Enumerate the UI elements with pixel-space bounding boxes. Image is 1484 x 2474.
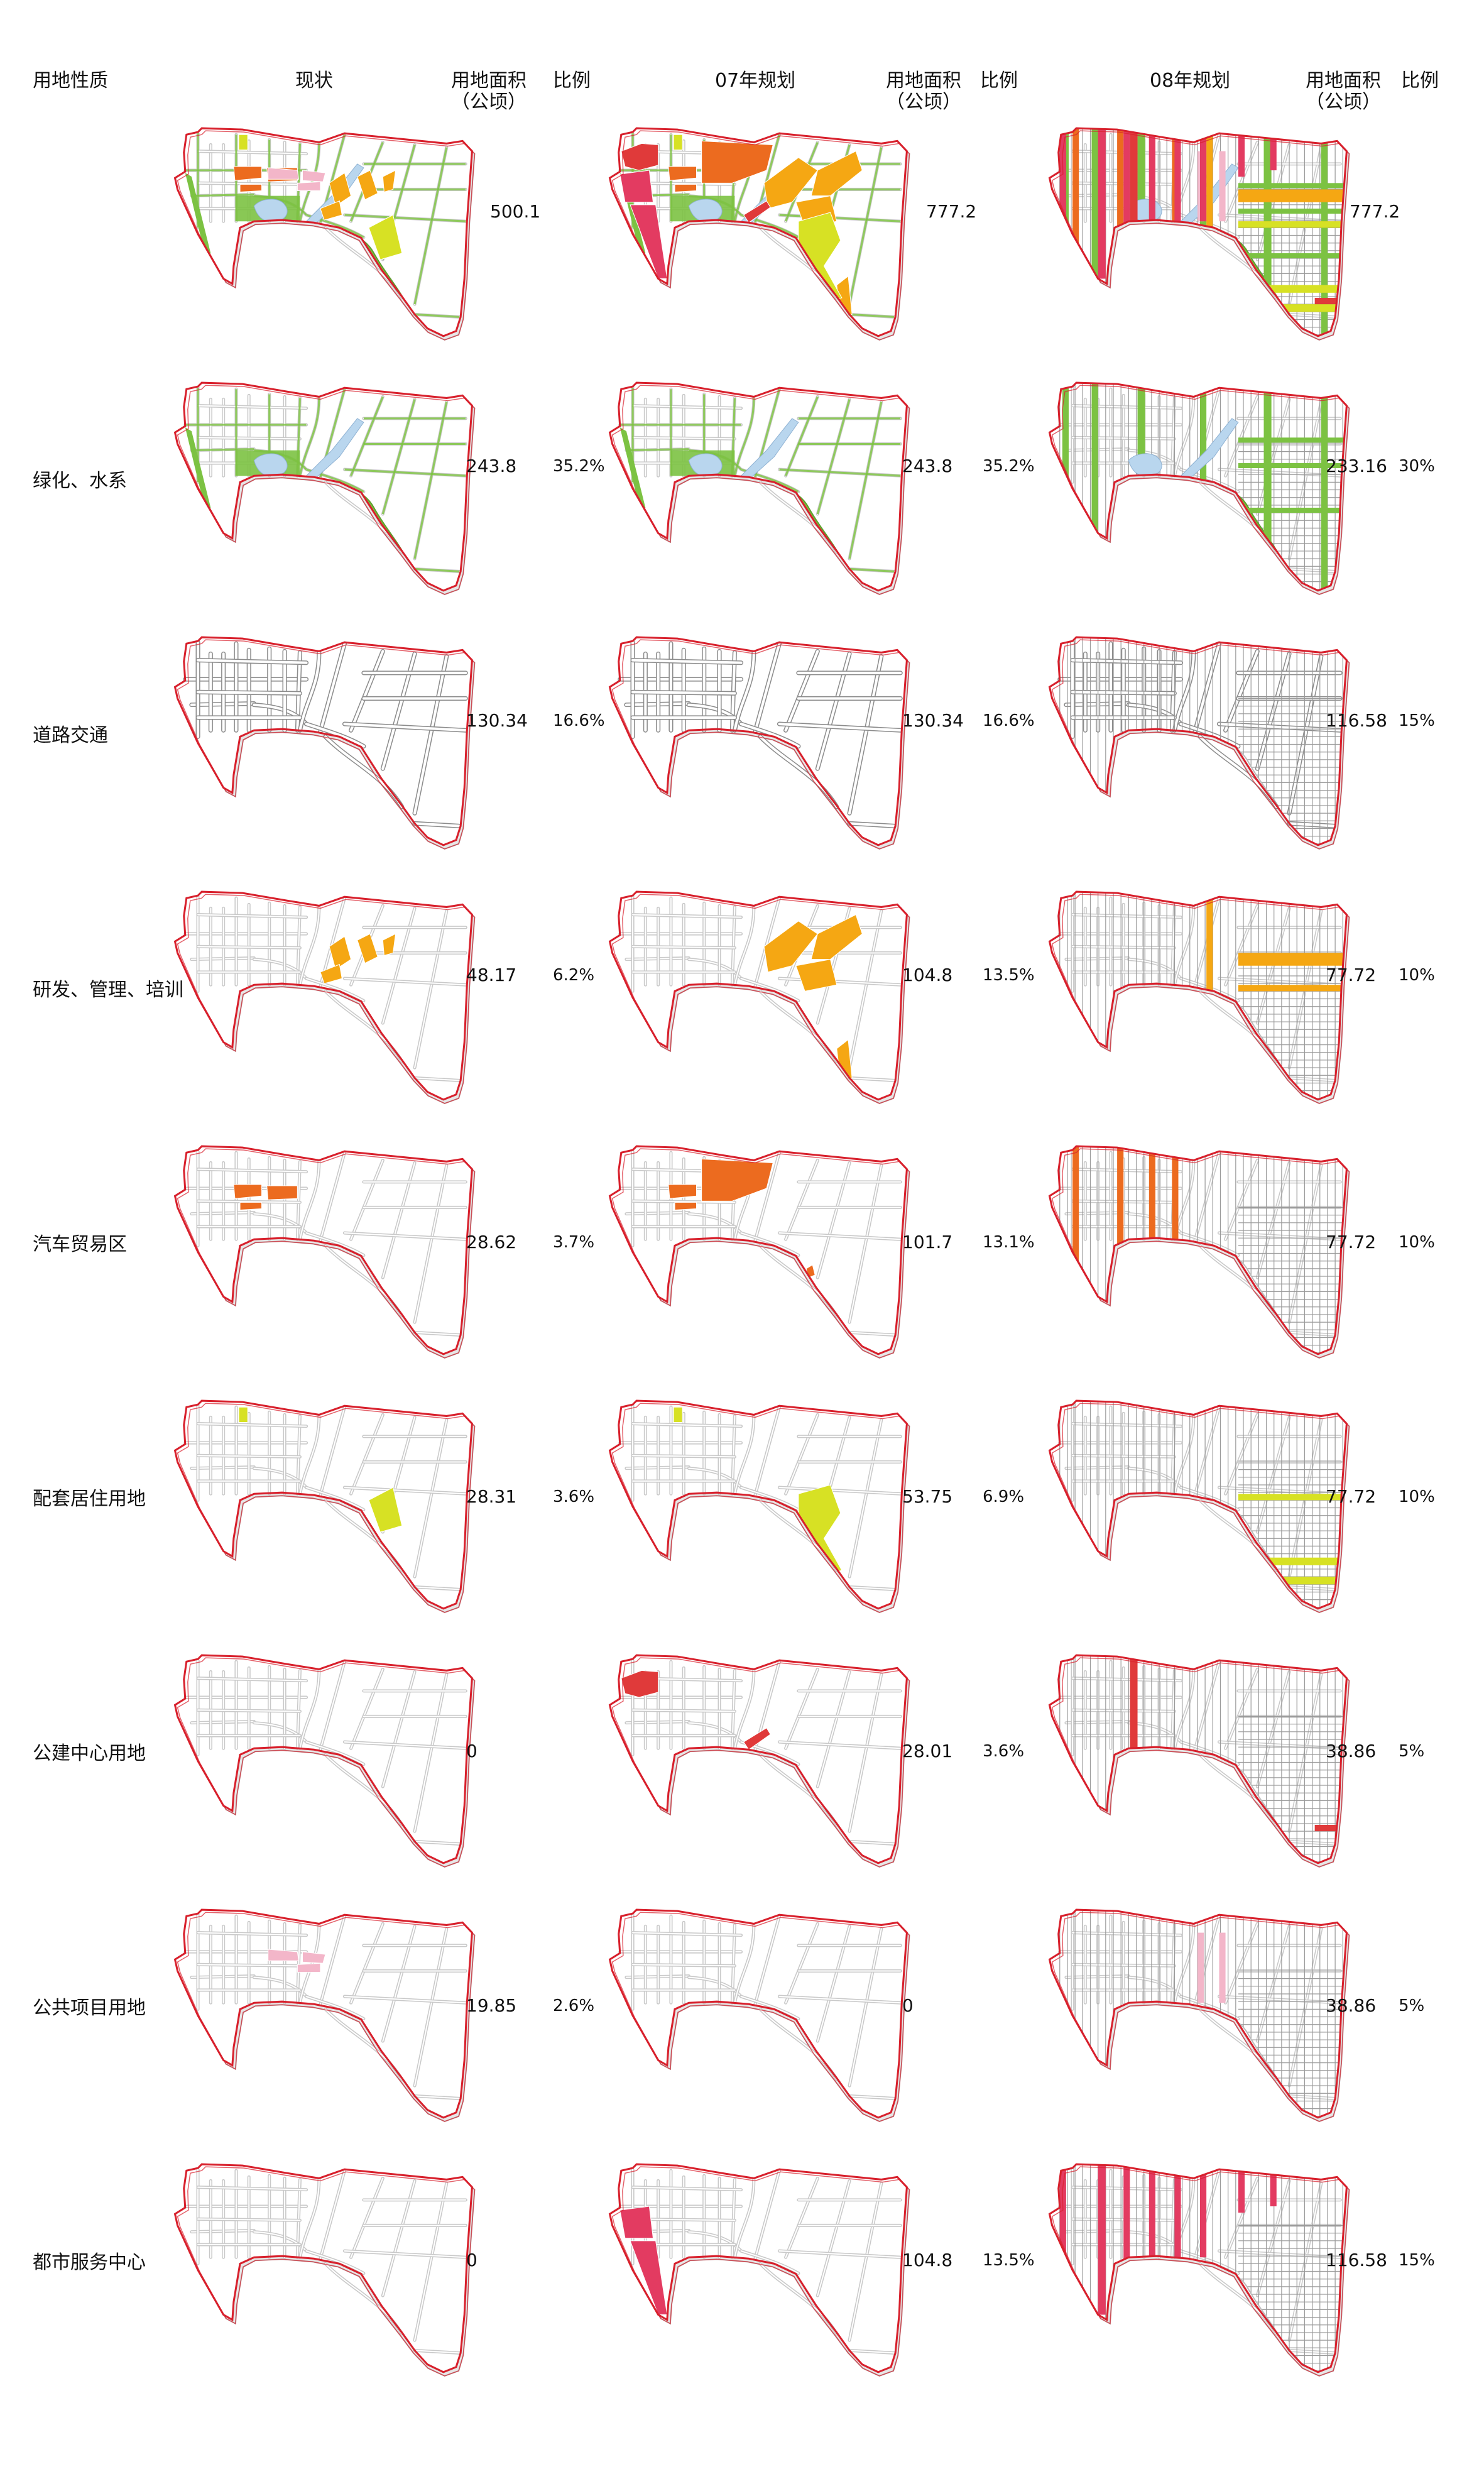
ratio-value-public_project-plan08: 5% bbox=[1399, 1996, 1425, 2015]
area-value-residential-plan08: 77.72 bbox=[1326, 1486, 1377, 1507]
map-road-plan07 bbox=[608, 636, 910, 850]
header-area-label: 用地面积 bbox=[886, 70, 961, 92]
ratio-value-auto-plan07: 13.1% bbox=[983, 1233, 1035, 1252]
header-area-unit: （公顷） bbox=[1306, 91, 1381, 113]
row-label-public_center: 公建中心用地 bbox=[33, 1743, 146, 1765]
ratio-value-residential-current: 3.6% bbox=[553, 1487, 595, 1506]
row-label-road: 道路交通 bbox=[33, 725, 108, 747]
area-value-auto-plan07: 101.7 bbox=[902, 1232, 953, 1252]
ratio-value-rnd-current: 6.2% bbox=[553, 966, 595, 985]
ratio-value-urban_service-plan08: 15% bbox=[1399, 2251, 1435, 2270]
area-value-rnd-current: 48.17 bbox=[466, 965, 517, 985]
ratio-value-rnd-plan07: 13.5% bbox=[983, 966, 1035, 985]
area-value-residential-current: 28.31 bbox=[466, 1486, 517, 1507]
map-road-current bbox=[173, 636, 476, 850]
row-label-public_project: 公共项目用地 bbox=[33, 1997, 146, 2019]
area-value-public_center-plan07: 28.01 bbox=[902, 1741, 953, 1761]
row-label-urban_service: 都市服务中心 bbox=[33, 2252, 146, 2274]
area-value-rnd-plan07: 104.8 bbox=[902, 965, 953, 985]
map-urban_service-plan07 bbox=[608, 2163, 910, 2377]
area-value-road-plan08: 116.58 bbox=[1326, 710, 1387, 731]
header-ratio-current: 比例 bbox=[553, 70, 591, 92]
ratio-value-residential-plan08: 10% bbox=[1399, 1487, 1435, 1506]
area-value-green-plan07: 243.8 bbox=[902, 456, 953, 476]
area-value-all-plan08: 777.2 bbox=[1350, 201, 1400, 222]
header-area-current: 用地面积 （公顷） bbox=[451, 70, 526, 113]
area-value-public_center-plan08: 38.86 bbox=[1326, 1741, 1377, 1761]
header-area-label: 用地面积 bbox=[1306, 70, 1381, 92]
header-area-plan08: 用地面积 （公顷） bbox=[1306, 70, 1381, 113]
map-auto-plan08 bbox=[1048, 1145, 1350, 1359]
ratio-value-road-current: 16.6% bbox=[553, 711, 605, 730]
area-value-public_center-current: 0 bbox=[466, 1741, 477, 1761]
header-area-unit: （公顷） bbox=[451, 91, 526, 113]
map-green-plan07 bbox=[608, 381, 910, 596]
ratio-value-green-plan07: 35.2% bbox=[983, 457, 1035, 476]
map-public_center-current bbox=[173, 1654, 476, 1868]
map-all-plan07 bbox=[608, 127, 910, 341]
header-area-label: 用地面积 bbox=[451, 70, 526, 92]
header-ratio-plan07: 比例 bbox=[980, 70, 1018, 92]
area-value-auto-plan08: 77.72 bbox=[1326, 1232, 1377, 1252]
ratio-value-public_center-plan08: 5% bbox=[1399, 1742, 1425, 1761]
map-public_project-current bbox=[173, 1908, 476, 2123]
area-value-urban_service-plan08: 116.58 bbox=[1326, 2250, 1387, 2270]
map-rnd-current bbox=[173, 890, 476, 1105]
map-green-current bbox=[173, 381, 476, 596]
map-public_center-plan07 bbox=[608, 1654, 910, 1868]
map-rnd-plan07 bbox=[608, 890, 910, 1105]
area-value-public_project-plan08: 38.86 bbox=[1326, 1995, 1377, 2016]
header-area-plan07: 用地面积 （公顷） bbox=[886, 70, 961, 113]
area-value-road-current: 130.34 bbox=[466, 710, 528, 731]
map-public_project-plan08 bbox=[1048, 1908, 1350, 2123]
map-auto-current bbox=[173, 1145, 476, 1359]
map-all-plan08 bbox=[1048, 127, 1350, 341]
ratio-value-rnd-plan08: 10% bbox=[1399, 966, 1435, 985]
ratio-value-urban_service-plan07: 13.5% bbox=[983, 2251, 1035, 2270]
area-value-residential-plan07: 53.75 bbox=[902, 1486, 953, 1507]
area-value-rnd-plan08: 77.72 bbox=[1326, 965, 1377, 985]
map-auto-plan07 bbox=[608, 1145, 910, 1359]
map-urban_service-plan08 bbox=[1048, 2163, 1350, 2377]
map-residential-current bbox=[173, 1399, 476, 1614]
area-value-auto-current: 28.62 bbox=[466, 1232, 517, 1252]
header-plan07: 07年规划 bbox=[715, 70, 796, 92]
map-residential-plan08 bbox=[1048, 1399, 1350, 1614]
ratio-value-green-current: 35.2% bbox=[553, 457, 605, 476]
ratio-value-public_center-plan07: 3.6% bbox=[983, 1742, 1025, 1761]
map-rnd-plan08 bbox=[1048, 890, 1350, 1105]
ratio-value-auto-plan08: 10% bbox=[1399, 1233, 1435, 1252]
header-plan08: 08年规划 bbox=[1150, 70, 1231, 92]
header-land-use: 用地性质 bbox=[33, 70, 108, 92]
map-public_center-plan08 bbox=[1048, 1654, 1350, 1868]
area-value-urban_service-current: 0 bbox=[466, 2250, 477, 2270]
row-label-green: 绿化、水系 bbox=[33, 470, 127, 492]
map-all-current bbox=[173, 127, 476, 341]
row-label-residential: 配套居住用地 bbox=[33, 1488, 146, 1510]
row-label-auto: 汽车贸易区 bbox=[33, 1234, 127, 1256]
map-public_project-plan07 bbox=[608, 1908, 910, 2123]
area-value-green-plan08: 233.16 bbox=[1326, 456, 1387, 476]
ratio-value-residential-plan07: 6.9% bbox=[983, 1487, 1025, 1506]
area-value-public_project-plan07: 0 bbox=[902, 1995, 914, 2016]
area-value-all-current: 500.1 bbox=[490, 201, 541, 222]
ratio-value-road-plan07: 16.6% bbox=[983, 711, 1035, 730]
map-residential-plan07 bbox=[608, 1399, 910, 1614]
map-road-plan08 bbox=[1048, 636, 1350, 850]
ratio-value-road-plan08: 15% bbox=[1399, 711, 1435, 730]
row-label-rnd: 研发、管理、培训 bbox=[33, 979, 183, 1001]
ratio-value-public_project-current: 2.6% bbox=[553, 1996, 595, 2015]
area-value-public_project-current: 19.85 bbox=[466, 1995, 517, 2016]
header-ratio-plan08: 比例 bbox=[1401, 70, 1439, 92]
ratio-value-auto-current: 3.7% bbox=[553, 1233, 595, 1252]
area-value-urban_service-plan07: 104.8 bbox=[902, 2250, 953, 2270]
area-value-all-plan07: 777.2 bbox=[926, 201, 977, 222]
map-green-plan08 bbox=[1048, 381, 1350, 596]
map-urban_service-current bbox=[173, 2163, 476, 2377]
area-value-green-current: 243.8 bbox=[466, 456, 517, 476]
area-value-road-plan07: 130.34 bbox=[902, 710, 964, 731]
header-area-unit: （公顷） bbox=[886, 91, 961, 113]
ratio-value-green-plan08: 30% bbox=[1399, 457, 1435, 476]
header-current: 现状 bbox=[295, 70, 333, 92]
